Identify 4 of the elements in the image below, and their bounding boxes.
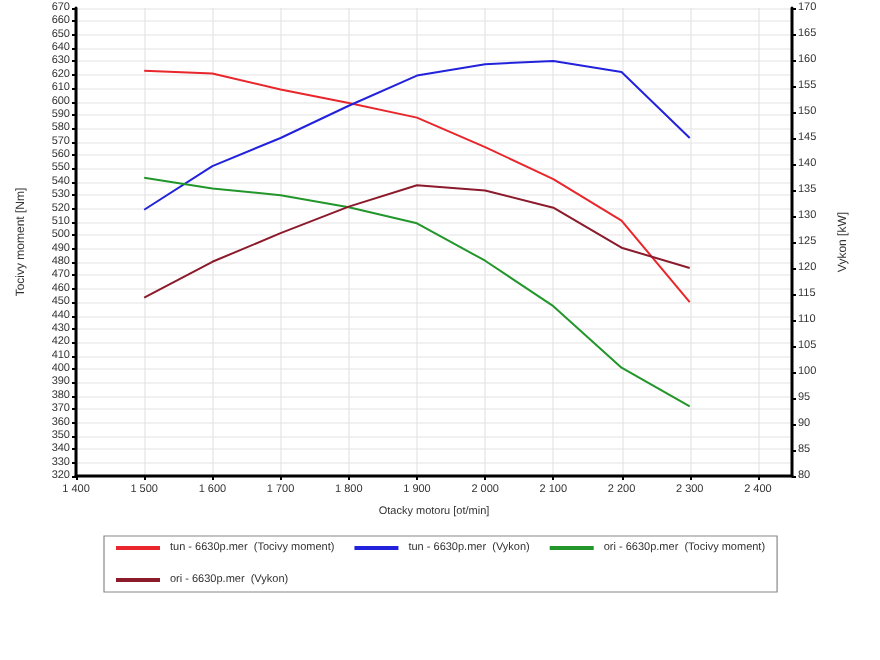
line-series (143, 60, 691, 211)
line-series (143, 176, 691, 408)
line-series (143, 69, 691, 304)
line-series (143, 184, 691, 299)
